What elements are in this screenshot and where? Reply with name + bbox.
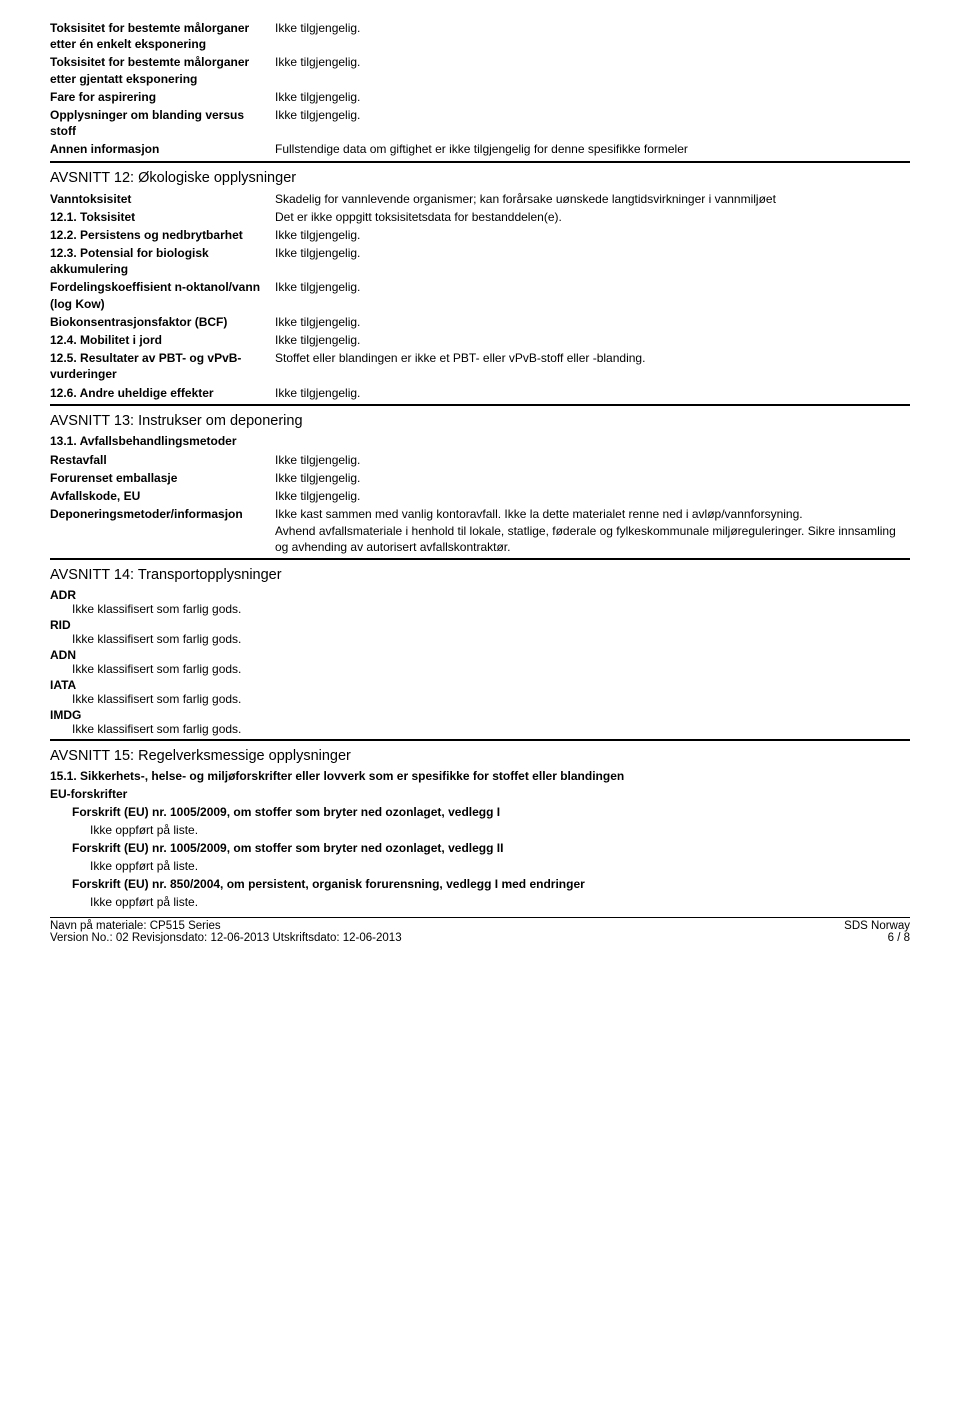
value: Ikke tilgjengelig. bbox=[275, 245, 910, 277]
reg-1005-ii: Forskrift (EU) nr. 1005/2009, om stoffer… bbox=[50, 841, 910, 855]
row-packaging: Forurenset emballasje Ikke tilgjengelig. bbox=[50, 470, 910, 486]
value: Ikke kast sammen med vanlig kontoravfall… bbox=[275, 506, 910, 555]
divider bbox=[50, 739, 910, 741]
row-12-6: 12.6. Andre uheldige effekter Ikke tilgj… bbox=[50, 385, 910, 401]
sub-13-1: 13.1. Avfallsbehandlingsmetoder bbox=[50, 434, 910, 448]
material-name: Navn på materiale: CP515 Series bbox=[50, 920, 402, 932]
label: Deponeringsmetoder/informasjon bbox=[50, 506, 275, 555]
section-12-title: AVSNITT 12: Økologiske opplysninger bbox=[50, 170, 910, 186]
label: 12.3. Potensial for biologisk akkumuleri… bbox=[50, 245, 275, 277]
imdg-label: IMDG bbox=[50, 708, 910, 722]
label: Toksisitet for bestemte målorganer etter… bbox=[50, 20, 275, 52]
section-15-title: AVSNITT 15: Regelverksmessige opplysning… bbox=[50, 748, 910, 764]
value: Skadelig for vannlevende organismer; kan… bbox=[275, 191, 910, 207]
value: Ikke tilgjengelig. bbox=[275, 452, 910, 468]
divider bbox=[50, 558, 910, 560]
iata-label: IATA bbox=[50, 678, 910, 692]
row-mixture-info: Opplysninger om blanding versus stoff Ik… bbox=[50, 107, 910, 139]
section-14-title: AVSNITT 14: Transportopplysninger bbox=[50, 567, 910, 583]
reg-850-val: Ikke oppført på liste. bbox=[50, 895, 910, 909]
value: Ikke tilgjengelig. bbox=[275, 107, 910, 139]
divider bbox=[50, 404, 910, 406]
value: Ikke tilgjengelig. bbox=[275, 385, 910, 401]
row-12-4: 12.4. Mobilitet i jord Ikke tilgjengelig… bbox=[50, 332, 910, 348]
value: Det er ikke oppgitt toksisitetsdata for … bbox=[275, 209, 910, 225]
label: Avfallskode, EU bbox=[50, 488, 275, 504]
rid-value: Ikke klassifisert som farlig gods. bbox=[50, 632, 910, 646]
value: Ikke tilgjengelig. bbox=[275, 279, 910, 311]
reg-1005-ii-val: Ikke oppført på liste. bbox=[50, 859, 910, 873]
label: 12.5. Resultater av PBT- og vPvB-vurderi… bbox=[50, 350, 275, 382]
row-residual: Restavfall Ikke tilgjengelig. bbox=[50, 452, 910, 468]
reg-1005-i-val: Ikke oppført på liste. bbox=[50, 823, 910, 837]
page-number: 6 / 8 bbox=[844, 932, 910, 944]
label: Opplysninger om blanding versus stoff bbox=[50, 107, 275, 139]
label: Forurenset emballasje bbox=[50, 470, 275, 486]
value: Ikke tilgjengelig. bbox=[275, 20, 910, 52]
row-disposal: Deponeringsmetoder/informasjon Ikke kast… bbox=[50, 506, 910, 555]
label: 12.2. Persistens og nedbrytbarhet bbox=[50, 227, 275, 243]
row-partition: Fordelingskoeffisient n-oktanol/vann (lo… bbox=[50, 279, 910, 311]
label: Annen informasjon bbox=[50, 141, 275, 157]
imdg-value: Ikke klassifisert som farlig gods. bbox=[50, 722, 910, 736]
label: Biokonsentrasjonsfaktor (BCF) bbox=[50, 314, 275, 330]
label: 12.1. Toksisitet bbox=[50, 209, 275, 225]
value: Ikke tilgjengelig. bbox=[275, 470, 910, 486]
row-tox-single: Toksisitet for bestemte målorganer etter… bbox=[50, 20, 910, 52]
row-waste-code: Avfallskode, EU Ikke tilgjengelig. bbox=[50, 488, 910, 504]
rid-label: RID bbox=[50, 618, 910, 632]
row-bcf: Biokonsentrasjonsfaktor (BCF) Ikke tilgj… bbox=[50, 314, 910, 330]
reg-1005-i: Forskrift (EU) nr. 1005/2009, om stoffer… bbox=[50, 805, 910, 819]
row-water-tox: Vanntoksisitet Skadelig for vannlevende … bbox=[50, 191, 910, 207]
sds-country: SDS Norway bbox=[844, 920, 910, 932]
value: Fullstendige data om giftighet er ikke t… bbox=[275, 141, 910, 157]
iata-value: Ikke klassifisert som farlig gods. bbox=[50, 692, 910, 706]
label: 12.4. Mobilitet i jord bbox=[50, 332, 275, 348]
value: Ikke tilgjengelig. bbox=[275, 332, 910, 348]
label: Toksisitet for bestemte målorganer etter… bbox=[50, 54, 275, 86]
page-footer: Navn på materiale: CP515 Series Version … bbox=[50, 917, 910, 944]
label: Restavfall bbox=[50, 452, 275, 468]
value: Ikke tilgjengelig. bbox=[275, 89, 910, 105]
section-13-title: AVSNITT 13: Instrukser om deponering bbox=[50, 413, 910, 429]
value: Ikke tilgjengelig. bbox=[275, 54, 910, 86]
eu-regulations: EU-forskrifter bbox=[50, 787, 910, 801]
row-12-1: 12.1. Toksisitet Det er ikke oppgitt tok… bbox=[50, 209, 910, 225]
value: Ikke tilgjengelig. bbox=[275, 227, 910, 243]
footer-right: SDS Norway 6 / 8 bbox=[844, 920, 910, 944]
value: Ikke tilgjengelig. bbox=[275, 488, 910, 504]
sub-15-1: 15.1. Sikkerhets-, helse- og miljøforskr… bbox=[50, 769, 910, 783]
row-12-5: 12.5. Resultater av PBT- og vPvB-vurderi… bbox=[50, 350, 910, 382]
reg-850: Forskrift (EU) nr. 850/2004, om persiste… bbox=[50, 877, 910, 891]
value: Ikke tilgjengelig. bbox=[275, 314, 910, 330]
footer-left: Navn på materiale: CP515 Series Version … bbox=[50, 920, 402, 944]
label: Fordelingskoeffisient n-oktanol/vann (lo… bbox=[50, 279, 275, 311]
value: Stoffet eller blandingen er ikke et PBT-… bbox=[275, 350, 910, 382]
row-12-2: 12.2. Persistens og nedbrytbarhet Ikke t… bbox=[50, 227, 910, 243]
adn-label: ADN bbox=[50, 648, 910, 662]
adr-label: ADR bbox=[50, 588, 910, 602]
version-line: Version No.: 02 Revisjonsdato: 12-06-201… bbox=[50, 932, 402, 944]
adn-value: Ikke klassifisert som farlig gods. bbox=[50, 662, 910, 676]
row-other-info: Annen informasjon Fullstendige data om g… bbox=[50, 141, 910, 157]
row-12-3: 12.3. Potensial for biologisk akkumuleri… bbox=[50, 245, 910, 277]
row-tox-repeat: Toksisitet for bestemte målorganer etter… bbox=[50, 54, 910, 86]
adr-value: Ikke klassifisert som farlig gods. bbox=[50, 602, 910, 616]
label: Vanntoksisitet bbox=[50, 191, 275, 207]
row-aspiration: Fare for aspirering Ikke tilgjengelig. bbox=[50, 89, 910, 105]
divider bbox=[50, 161, 910, 163]
label: 12.6. Andre uheldige effekter bbox=[50, 385, 275, 401]
label: Fare for aspirering bbox=[50, 89, 275, 105]
